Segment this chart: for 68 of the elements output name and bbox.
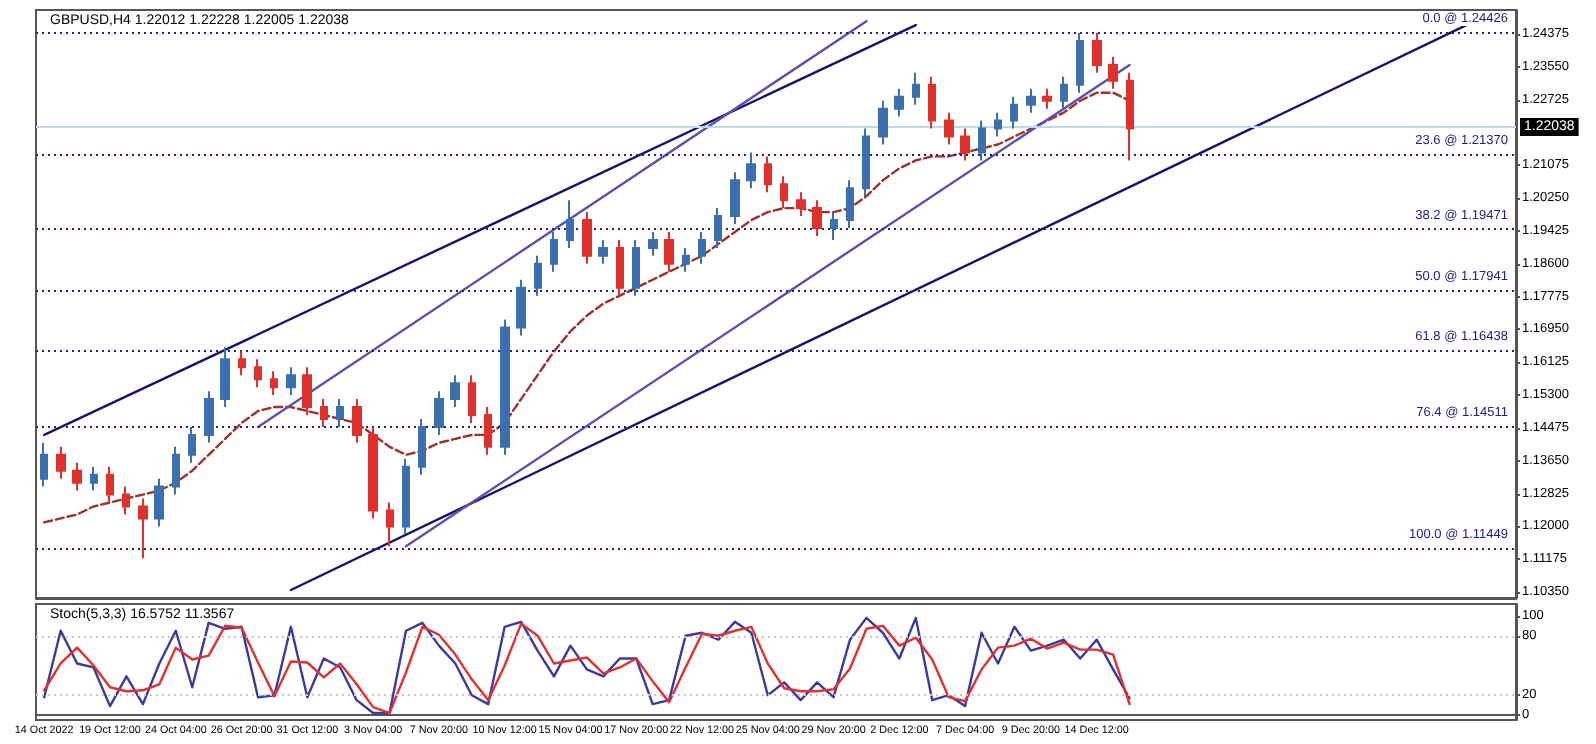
candlestick	[188, 425, 196, 464]
candlestick	[468, 374, 476, 424]
candlestick	[1060, 75, 1068, 110]
candlestick	[386, 501, 394, 548]
candlestick	[780, 175, 788, 210]
candlestick	[764, 155, 772, 194]
candlestick	[40, 441, 48, 488]
candlestick	[106, 465, 114, 504]
candlestick	[484, 406, 492, 456]
candlestick	[434, 390, 444, 436]
candlestick	[846, 179, 854, 230]
candlestick	[550, 230, 558, 273]
candlestick	[664, 230, 674, 273]
line-series	[43, 91, 1131, 524]
candlestick	[1126, 71, 1134, 162]
candlestick	[878, 99, 888, 146]
candlestick	[632, 238, 640, 297]
candlestick	[978, 119, 986, 162]
candlestick	[72, 461, 82, 492]
candlestick	[138, 497, 148, 560]
candlestick	[1010, 95, 1018, 130]
candlestick	[534, 254, 542, 297]
candlestick	[254, 358, 262, 389]
candlestick	[960, 127, 970, 162]
candlestick	[582, 211, 592, 265]
candlestick	[402, 457, 410, 536]
candlestick	[172, 445, 180, 496]
candlestick	[682, 246, 690, 273]
candlestick	[994, 111, 1002, 138]
candlestick	[336, 398, 344, 428]
candlestick	[912, 71, 920, 106]
candlestick	[122, 485, 130, 516]
candlestick	[204, 390, 214, 444]
candlestick	[1108, 55, 1118, 90]
candlestick	[648, 230, 658, 257]
candlestick	[500, 318, 510, 456]
candlestick	[270, 370, 278, 397]
candlestick	[238, 350, 246, 377]
candlestick	[56, 445, 66, 480]
candlestick	[616, 238, 624, 297]
candlestick	[1076, 32, 1084, 94]
candlestick	[1092, 32, 1102, 74]
candlestick	[418, 417, 426, 476]
candlestick	[730, 171, 740, 226]
candlestick	[1042, 87, 1052, 110]
candlestick	[714, 207, 722, 249]
candlestick	[352, 398, 362, 444]
candlestick	[320, 398, 328, 428]
candlestick	[90, 465, 98, 492]
candlestick	[746, 151, 756, 190]
candlestick	[698, 230, 706, 265]
candlestick	[368, 425, 378, 520]
candlestick	[566, 199, 574, 249]
candlestick	[862, 127, 870, 198]
candlestick	[928, 75, 936, 130]
candlestick	[812, 199, 822, 237]
candlestick	[796, 191, 806, 218]
candlestick	[894, 87, 904, 118]
candlestick	[154, 477, 164, 528]
candlestick	[516, 278, 526, 337]
candlestick	[302, 366, 312, 416]
candlestick	[830, 211, 838, 241]
candlestick	[220, 346, 230, 409]
candlestick	[944, 111, 954, 146]
candlestick	[598, 238, 608, 265]
candlestick	[286, 366, 296, 397]
candlestick	[450, 374, 460, 409]
candlestick	[1026, 87, 1036, 114]
